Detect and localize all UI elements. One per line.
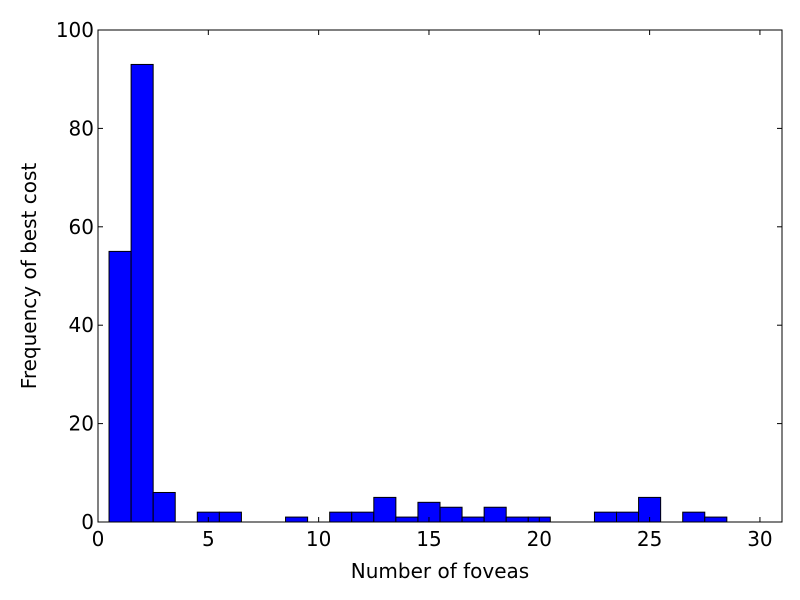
histogram-bar xyxy=(152,491,176,523)
y-axis-title: Frequency of best cost xyxy=(17,163,41,390)
histogram-bar xyxy=(218,511,242,523)
histogram-bar xyxy=(395,516,419,523)
x-axis-title: Number of foveas xyxy=(351,559,529,583)
y-tick-label: 100 xyxy=(56,18,94,42)
x-tick-label: 25 xyxy=(637,527,662,551)
plot-frame xyxy=(97,29,783,523)
y-tick-label: 0 xyxy=(81,510,94,534)
bars-layer xyxy=(108,63,728,523)
histogram-bar xyxy=(682,511,706,523)
histogram-bar xyxy=(616,511,640,523)
histogram-bar xyxy=(483,506,507,523)
histogram-bar xyxy=(285,516,309,523)
ticks-layer: 0 5 10 15 20 25 30 0 20 40 60 80 100 xyxy=(56,18,782,551)
x-tick-label: 30 xyxy=(747,527,772,551)
histogram-bar xyxy=(593,511,618,523)
histogram-bar xyxy=(130,63,154,523)
x-tick-label: 0 xyxy=(92,527,105,551)
y-tick-label: 60 xyxy=(69,215,94,239)
histogram-bar xyxy=(329,511,353,523)
x-tick-label: 5 xyxy=(202,527,215,551)
histogram-bar xyxy=(108,250,132,523)
histogram-bar xyxy=(373,496,397,523)
y-tick-label: 20 xyxy=(69,412,94,436)
histogram-bar xyxy=(505,516,529,523)
y-tick-label: 40 xyxy=(69,313,94,337)
y-tick-label: 80 xyxy=(69,116,94,140)
x-tick-label: 10 xyxy=(306,527,331,551)
x-tick-label: 15 xyxy=(416,527,441,551)
histogram-bar xyxy=(351,511,375,523)
histogram-bar xyxy=(461,516,485,523)
histogram-bar xyxy=(439,506,463,523)
histogram-bar xyxy=(704,516,728,523)
x-tick-label: 20 xyxy=(527,527,552,551)
